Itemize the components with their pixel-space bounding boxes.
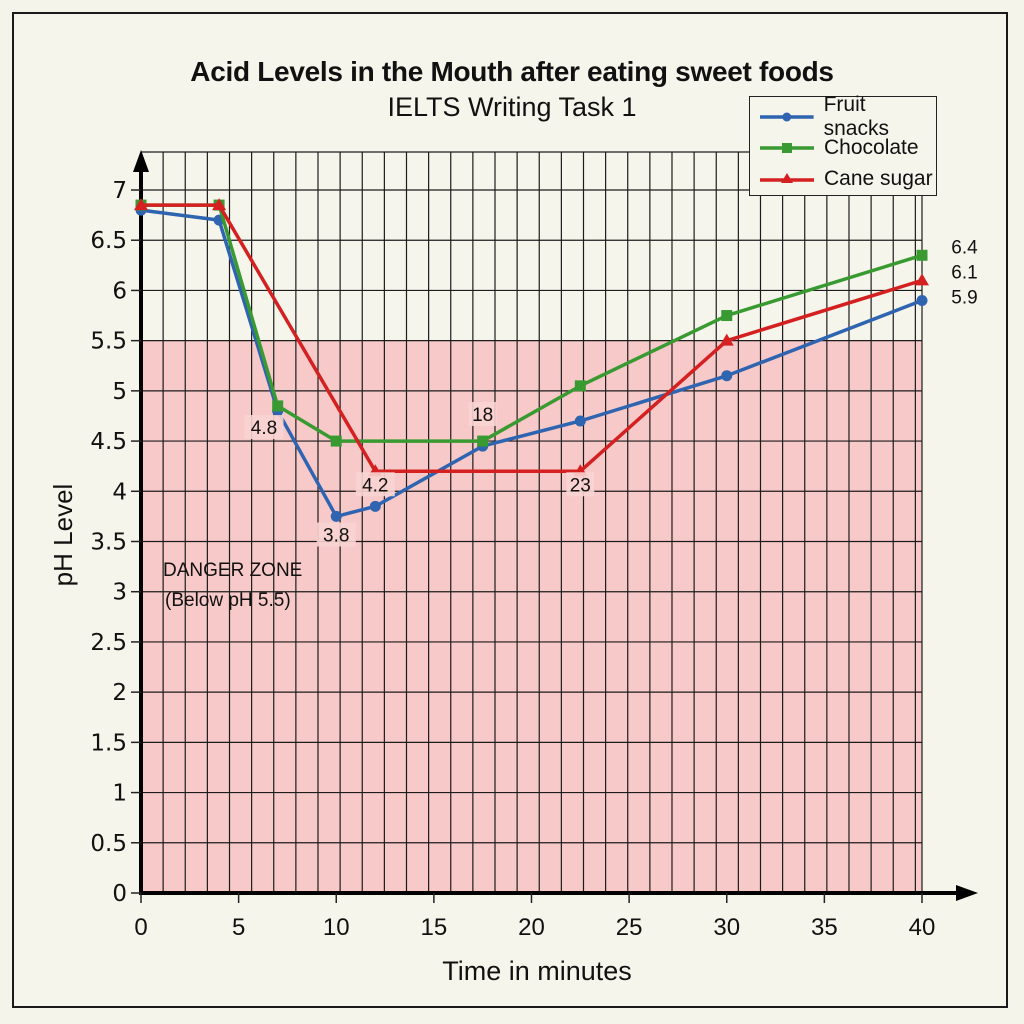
y-tick-label: 3 [112,580,127,606]
series-line-cane-sugar [141,203,923,473]
x-tick-label: 30 [713,914,740,941]
data-point-fruit-snacks [916,294,928,306]
y-tick-label: 6.5 [90,228,127,254]
y-tick-label: 3.5 [90,530,127,556]
chart-subtitle: IELTS Writing Task 1 [387,92,637,122]
y-tick-label: 2 [112,680,127,706]
legend-item-chocolate: Chocolate [758,132,936,163]
x-tick-label: 0 [134,914,147,941]
annotation-bg [948,234,988,259]
annotation-label: 6.4 [951,237,978,258]
annotation-label: 4.8 [251,418,277,439]
annotation-label: 6.1 [951,262,977,283]
annotation-label: 3.8 [323,526,349,547]
x-tick-label: 35 [811,914,838,941]
data-point-fruit-snacks [369,500,381,512]
annotation-label: 18 [472,405,493,426]
y-tick-label: 4.5 [90,429,127,455]
data-point-fruit-snacks [330,510,342,522]
y-tick-label: 1 [112,781,127,807]
annotation-bg [468,401,497,426]
legend-swatch-triangle-icon [760,172,814,183]
y-tick-label: 5.5 [90,329,127,355]
x-tick-label: 25 [616,914,643,941]
y-tick-label: 4 [112,479,127,505]
annotation-bg [948,284,988,309]
annotation-label: 5.9 [951,287,977,308]
annotation-bg [244,415,284,440]
y-tick-label: 6 [112,278,127,304]
x-tick-label: 10 [323,914,350,941]
data-point-cane-sugar [212,198,227,211]
y-tick-label: 0 [112,881,127,907]
data-point-chocolate [574,380,586,392]
data-point-chocolate [272,400,284,412]
legend-swatch-circle-icon [759,112,814,121]
x-axis-arrow-icon [956,885,978,901]
annotation-bg [316,522,356,547]
annotation-label: 4.2 [362,475,388,496]
chart-title: Acid Levels in the Mouth after eating sw… [190,56,834,87]
data-point-chocolate [916,249,928,261]
data-point-chocolate [721,310,733,322]
data-point-cane-sugar [719,333,734,346]
legend-item-fruit-snacks: Fruit snacks [758,93,936,140]
data-point-cane-sugar [134,198,148,211]
legend-swatch-square-icon [760,142,814,153]
annotation-bg [566,472,595,497]
legend: Fruit snacks Chocolate Cane sugar [749,93,937,196]
y-tick-label: 2.5 [90,630,127,656]
x-tick-label: 20 [518,914,545,941]
data-point-chocolate [330,435,342,447]
y-tick-label: 5 [112,379,127,405]
y-tick-label: 0.5 [90,831,127,857]
series-line-chocolate [141,203,923,443]
annotation-label: 23 [570,475,591,496]
danger-zone-sublabel: (Below pH 5.5) [165,590,291,611]
x-tick-label: 5 [232,914,245,941]
y-tick-label: 7 [112,178,127,204]
legend-label: Cane sugar [824,166,933,190]
data-point-fruit-snacks [721,370,733,382]
annotation-bg [355,472,395,497]
data-point-cane-sugar [915,273,929,286]
x-tick-label: 40 [909,914,936,941]
x-axis-title: Time in minutes [442,956,632,986]
data-point-fruit-snacks [574,415,586,427]
y-axis-title: pH Level [48,484,78,587]
legend-item-cane-sugar: Cane sugar [758,163,936,194]
x-tick-label: 15 [421,914,448,941]
legend-label: Fruit snacks [823,92,889,140]
danger-zone-label: DANGER ZONE [163,560,302,581]
y-axis-arrow-icon [133,150,149,172]
annotation-bg [948,259,988,284]
legend-label: Chocolate [824,135,919,159]
data-point-chocolate [477,435,489,447]
y-tick-label: 1.5 [90,730,127,756]
